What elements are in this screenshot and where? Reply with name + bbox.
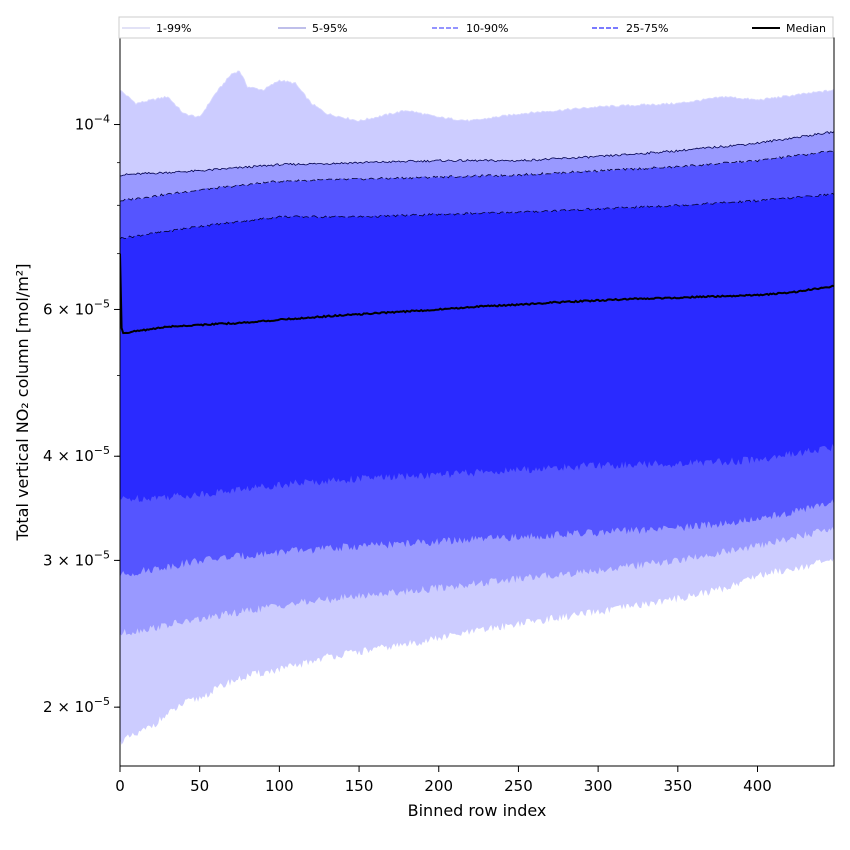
y-axis-label: Total vertical NO₂ column [mol/m²] [13,264,32,542]
x-tick-label-0: 0 [115,777,125,795]
x-tick-label-150: 150 [345,777,374,795]
legend-label: 5-95% [312,22,347,35]
x-tick-label-300: 300 [584,777,613,795]
median-layer [120,253,834,335]
legend-entry-Median: Median [752,22,826,35]
x-axis: 0 50 100 150 200 250 300 350 400 [115,766,772,795]
x-tick-label-350: 350 [663,777,692,795]
x-tick-label-400: 400 [743,777,772,795]
band-upper-line-5-95% [120,131,834,177]
legend-entry-5-95%: 5-95% [278,22,347,35]
x-tick-label-200: 200 [424,777,453,795]
percentile-bands [120,70,834,745]
legend-label: 25-75% [626,22,668,35]
y-tick-label: 2 × 10−5 [43,695,110,716]
band-area-25-75% [120,193,834,502]
y-tick-label: 10−4 [75,113,110,134]
band-upper-line-10-90% [120,150,834,202]
y-tick-label: 3 × 10−5 [43,548,110,569]
legend-label: Median [786,22,826,35]
x-tick-label-250: 250 [504,777,533,795]
x-tick-label-50: 50 [190,777,209,795]
y-tick-label: 6 × 10−5 [43,297,110,318]
legend-label: 10-90% [466,22,508,35]
legend-entry-25-75%: 25-75% [592,22,668,35]
band-upper-line-1-99% [120,70,834,123]
band-upper-line-25-75% [120,192,834,240]
y-axis: 2 × 10−5 3 × 10−5 4 × 10−5 6 × 10−5 10−4 [43,113,120,716]
legend-entry-10-90%: 10-90% [432,22,508,35]
x-tick-label-100: 100 [265,777,294,795]
band-25-75% [120,192,834,502]
legend: 1-99% 5-95% 10-90% 25-75% Median [118,16,834,39]
legend-entry-1-99%: 1-99% [122,22,191,35]
y-tick-label: 4 × 10−5 [43,444,110,465]
x-axis-label: Binned row index [408,801,547,820]
legend-label: 1-99% [156,22,191,35]
legend-box [118,16,834,39]
median-line [120,253,834,335]
